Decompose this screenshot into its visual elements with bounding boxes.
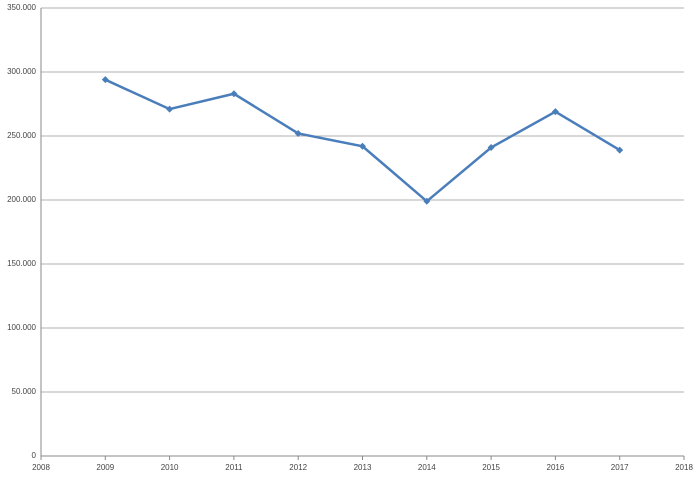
y-tick-label: 250.000 (7, 131, 36, 140)
x-tick-label: 2011 (225, 463, 243, 472)
y-tick-label: 350.000 (7, 3, 36, 12)
data-line (104, 78, 621, 203)
x-tick-label: 2018 (675, 463, 693, 472)
data-marker (551, 108, 559, 116)
x-tick-label: 2008 (32, 463, 50, 472)
x-tick-label: 2015 (482, 463, 500, 472)
x-tick-label: 2016 (547, 463, 565, 472)
data-marker (230, 90, 238, 98)
data-marker (166, 105, 174, 113)
data-marker (359, 142, 366, 150)
x-tick-label: 2013 (354, 463, 372, 472)
data-marker (616, 146, 624, 154)
data-marker (294, 129, 302, 137)
x-tick-label: 2010 (161, 463, 179, 472)
y-tick-label: 100.000 (7, 323, 36, 332)
y-tick-label: 50.000 (12, 387, 37, 396)
y-tick-label: 0 (32, 451, 37, 460)
x-tick-label: 2009 (96, 463, 114, 472)
y-tick-label: 300.000 (7, 67, 36, 76)
y-tick-label: 150.000 (7, 259, 36, 268)
x-tick-label: 2017 (611, 463, 629, 472)
data-marker (487, 144, 495, 152)
y-tick-label: 200.000 (7, 195, 36, 204)
x-tick-label: 2014 (418, 463, 436, 472)
data-marker (423, 197, 431, 205)
data-marker (101, 76, 109, 84)
x-tick-label: 2012 (289, 463, 307, 472)
